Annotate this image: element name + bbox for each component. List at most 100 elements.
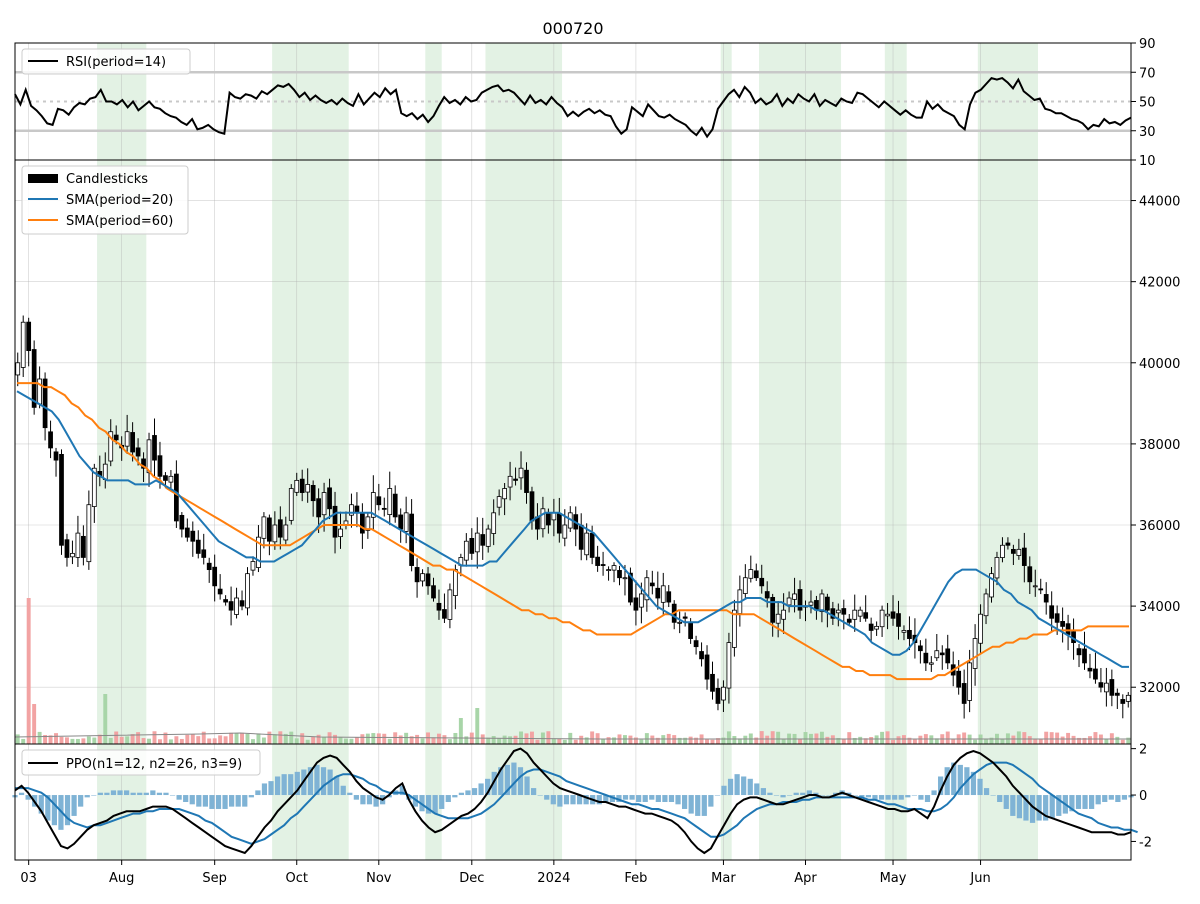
candle-body-66 xyxy=(376,496,382,506)
volume-bar-128 xyxy=(716,738,720,744)
volume-bar-109 xyxy=(612,737,616,744)
volume-bar-182 xyxy=(1011,735,1016,744)
volume-bar-168 xyxy=(934,738,939,744)
ppo-legend-box xyxy=(21,749,261,776)
candle-body-158 xyxy=(879,609,885,628)
shade-period-4-panel-1 xyxy=(720,160,732,744)
ppo-hist-bar-76 xyxy=(511,762,517,796)
volume-bar-197 xyxy=(1093,732,1098,744)
volume-bar-34 xyxy=(201,731,206,744)
ppo-hist-bar-143 xyxy=(951,762,957,796)
ppo-hist-bar-118 xyxy=(787,795,793,796)
ppo-hist-bar-125 xyxy=(832,792,839,796)
candle-body-182 xyxy=(1011,548,1016,554)
candle-body-85 xyxy=(480,534,486,546)
ppo-hist-bar-102 xyxy=(681,795,688,809)
candle-body-140 xyxy=(781,609,786,620)
volume-bar-193 xyxy=(1071,735,1076,744)
ppo-hist-bar-49 xyxy=(334,776,340,796)
volume-bar-102 xyxy=(573,739,578,744)
volume-bar-73 xyxy=(415,734,420,744)
ppo-hist-bar-155 xyxy=(1029,795,1036,823)
volume-bar-191 xyxy=(1060,736,1065,744)
volume-bar-105 xyxy=(590,731,595,744)
ppo-hist-bar-92 xyxy=(616,795,622,802)
candle-body-179 xyxy=(994,557,1000,579)
candle-body-82 xyxy=(463,540,469,561)
candle-body-192 xyxy=(1065,623,1071,635)
ppo-hist-bar-55 xyxy=(373,795,379,807)
candle-body-44 xyxy=(256,536,261,568)
shade-period-6-panel-2 xyxy=(884,744,907,860)
volume-bar-78 xyxy=(442,735,447,744)
shade-period-2-panel-1 xyxy=(425,160,442,744)
x-tick-label-9: Apr xyxy=(794,871,817,886)
volume-bar-10 xyxy=(70,738,75,744)
volume-bar-63 xyxy=(360,734,365,744)
candle-body-96 xyxy=(540,508,546,530)
ppo-hist-bar-144 xyxy=(957,764,963,796)
ppo-hist-bar-103 xyxy=(688,795,694,814)
ppo-hist-bar-108 xyxy=(721,785,727,796)
volume-bar-31 xyxy=(185,734,190,744)
candle-body-180 xyxy=(1000,544,1005,558)
volume-bar-3 xyxy=(32,704,37,744)
rsi-line xyxy=(14,76,1132,139)
candle-body-148 xyxy=(825,596,830,611)
candle-body-174 xyxy=(967,662,972,701)
ppo-hist-bar-146 xyxy=(970,771,977,796)
candle-body-105 xyxy=(589,532,595,558)
candle-body-157 xyxy=(874,625,879,630)
ppo-hist-bar-38 xyxy=(261,783,268,796)
volume-bar-59 xyxy=(338,737,343,744)
candle-body-40 xyxy=(234,597,239,615)
volume-bar-24 xyxy=(147,738,151,744)
candle-body-134 xyxy=(748,569,754,579)
candle-body-10 xyxy=(70,552,75,558)
candle-body-203 xyxy=(1125,694,1131,702)
candles-legend-label: Candlesticks xyxy=(66,172,148,187)
ppo-hist-bar-119 xyxy=(793,792,799,796)
volume-bar-18 xyxy=(114,731,119,744)
candle-body-29 xyxy=(174,473,179,522)
ppo-hist-bar-139 xyxy=(924,795,931,802)
candle-body-169 xyxy=(939,652,945,656)
volume-bar-91 xyxy=(513,735,518,744)
ppo-hist-bar-104 xyxy=(695,795,701,816)
rsi-y-tick-label-0: 90 xyxy=(1139,37,1156,52)
ppo-hist-bar-20 xyxy=(143,792,149,796)
volume-bar-153 xyxy=(852,737,857,744)
x-tick-label-6: 2024 xyxy=(537,871,570,886)
volume-bar-68 xyxy=(387,738,392,744)
volume-bar-48 xyxy=(278,731,283,744)
candle-body-13 xyxy=(86,504,92,563)
candle-body-199 xyxy=(1104,682,1109,693)
volume-bar-148 xyxy=(825,736,830,744)
volume-bar-98 xyxy=(551,738,556,744)
ppo-hist-bar-35 xyxy=(242,795,248,807)
volume-bar-37 xyxy=(218,735,223,744)
candle-body-17 xyxy=(108,431,114,462)
candle-body-128 xyxy=(715,687,721,704)
ppo-hist-bar-136 xyxy=(905,795,911,798)
candle-body-100 xyxy=(562,524,568,539)
candle-body-194 xyxy=(1076,648,1082,656)
volume-bar-19 xyxy=(119,736,124,744)
candle-body-103 xyxy=(578,524,584,550)
volume-bar-66 xyxy=(376,733,381,744)
volume-bar-122 xyxy=(683,737,688,744)
volume-bar-62 xyxy=(354,737,359,744)
x-tick-label-7: Feb xyxy=(624,871,647,886)
candle-body-177 xyxy=(983,593,989,617)
volume-bar-157 xyxy=(874,735,879,744)
volume-bar-29 xyxy=(174,736,179,744)
volume-bar-130 xyxy=(726,731,731,744)
ppo-hist-bar-59 xyxy=(399,785,405,796)
volume-bar-124 xyxy=(694,737,699,744)
candle-body-37 xyxy=(217,588,223,595)
ppo-hist-bar-5 xyxy=(45,795,51,821)
shade-period-7-panel-1 xyxy=(977,160,1038,744)
candle-body-154 xyxy=(857,609,863,617)
sma20-line xyxy=(16,390,1129,668)
candle-body-98 xyxy=(551,512,557,521)
